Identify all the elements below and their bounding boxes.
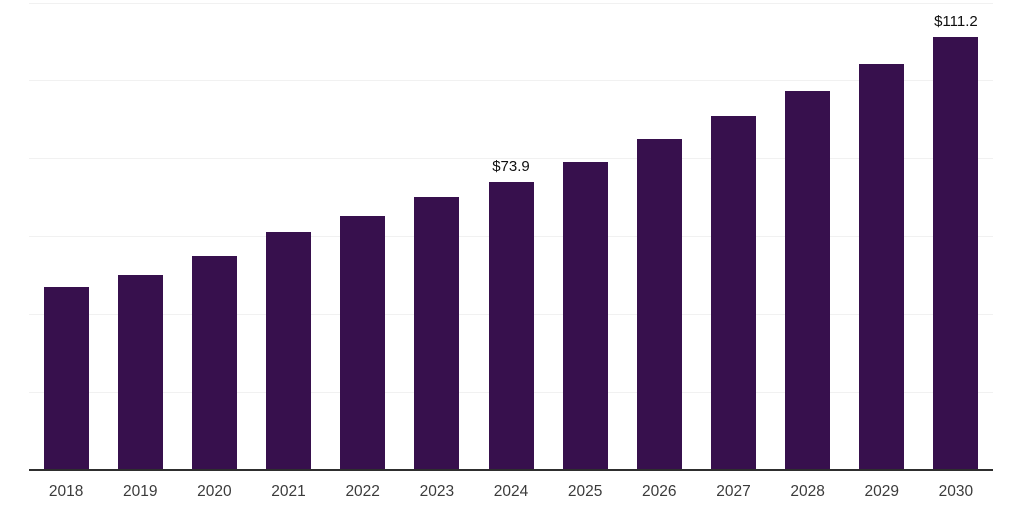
bar-2027 — [710, 115, 756, 470]
x-tick-label-2027: 2027 — [716, 483, 751, 500]
x-axis-line — [29, 469, 993, 471]
bar-2024 — [488, 182, 534, 470]
x-tick-label-2022: 2022 — [345, 483, 380, 500]
bar-2025 — [562, 161, 608, 470]
x-tick-label-2028: 2028 — [790, 483, 825, 500]
bar-2018 — [43, 286, 89, 470]
bar-2028 — [785, 90, 831, 470]
gridline-100 — [29, 80, 993, 82]
bar-2022 — [340, 215, 386, 470]
bar-value-label-2024: $73.9 — [492, 158, 530, 176]
gridline-120 — [29, 2, 993, 4]
bar-2019 — [117, 275, 163, 470]
x-tick-label-2030: 2030 — [938, 483, 974, 500]
bar-2020 — [191, 256, 237, 470]
x-tick-label-2021: 2021 — [271, 483, 306, 500]
x-tick-label-2026: 2026 — [642, 483, 677, 500]
gridline-80 — [29, 158, 993, 160]
bar-2023 — [414, 196, 460, 470]
x-tick-label-2029: 2029 — [864, 483, 899, 500]
bar-value-label-2030: $111.2 — [934, 12, 978, 30]
bar-2030 — [933, 36, 979, 470]
bar-2021 — [266, 231, 312, 470]
x-tick-label-2023: 2023 — [419, 483, 455, 500]
x-tick-label-2019: 2019 — [122, 483, 158, 500]
bar-2026 — [636, 138, 682, 470]
bar-2029 — [859, 64, 905, 470]
x-tick-label-2024: 2024 — [493, 483, 529, 500]
x-tick-label-2018: 2018 — [48, 483, 84, 500]
x-tick-label-2020: 2020 — [197, 483, 232, 500]
x-tick-label-2025: 2025 — [567, 483, 603, 500]
